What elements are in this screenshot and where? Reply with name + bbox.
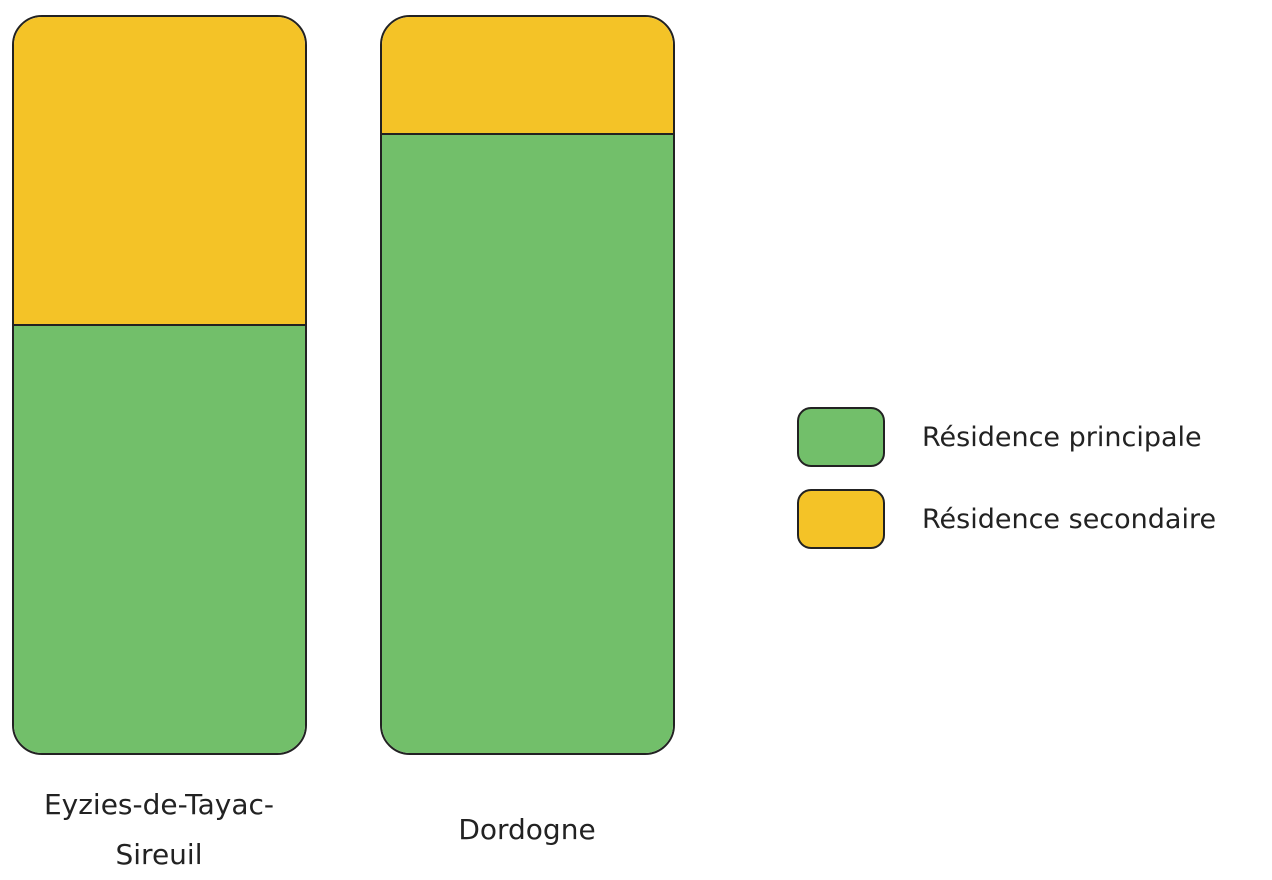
legend-label: Résidence principale [922, 421, 1202, 453]
legend-item: Résidence principale [797, 407, 1216, 467]
bar-segment [14, 17, 305, 327]
legend-label: Résidence secondaire [922, 503, 1217, 535]
bar-segment [382, 17, 673, 135]
legend-swatch [797, 407, 885, 467]
bar-segment [14, 326, 305, 753]
legend-item: Résidence secondaire [797, 489, 1216, 549]
x-tick-label: Dordogne [458, 813, 596, 846]
bar-stack [12, 15, 307, 755]
bar-stack [380, 15, 675, 755]
x-tick-label: Eyzies-de-Tayac-Sireuil [43, 788, 275, 871]
legend-swatch [797, 489, 885, 549]
legend: Résidence principale Résidence secondaire [797, 407, 1216, 571]
bar-segment [382, 134, 673, 753]
